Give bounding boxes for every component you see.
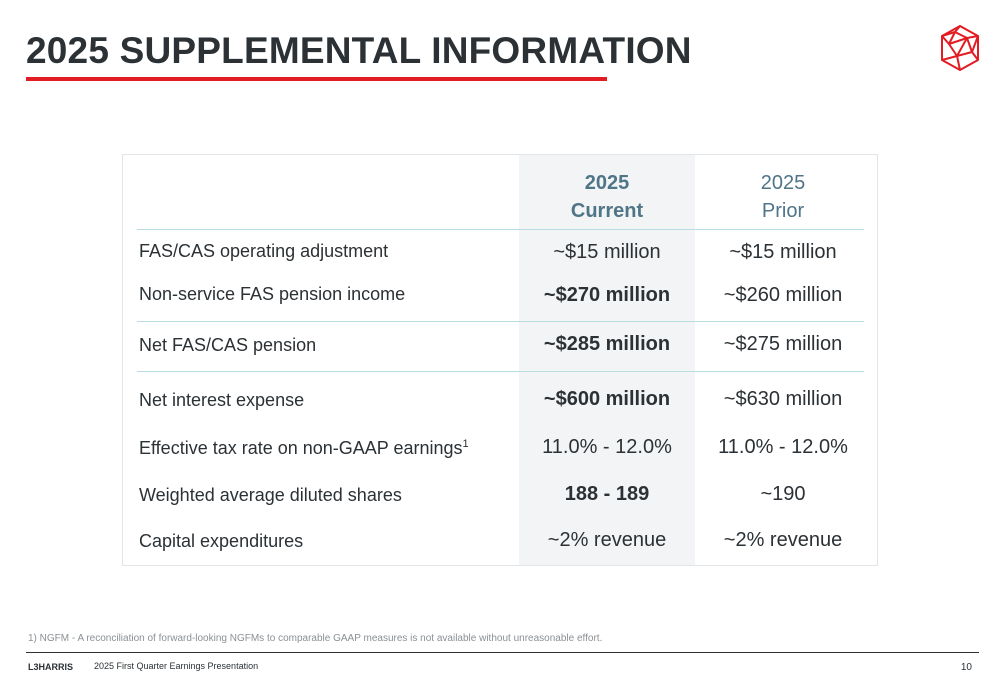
row-label: Capital expenditures xyxy=(139,531,304,551)
header-divider xyxy=(137,229,864,230)
row-label: Net FAS/CAS pension xyxy=(139,335,317,355)
current-value: ~$270 million xyxy=(543,284,671,306)
prior-value: ~190 xyxy=(760,483,806,505)
row-divider xyxy=(137,321,864,322)
row-divider xyxy=(137,371,864,372)
prior-value: ~$260 million xyxy=(723,284,843,306)
brand-name: L3HARRIS xyxy=(28,662,74,672)
presentation-name: 2025 First Quarter Earnings Presentation xyxy=(94,661,259,671)
column-header-current: 2025 Current xyxy=(570,172,644,222)
geodesic-sphere-icon xyxy=(941,25,979,71)
row-label: Net interest expense xyxy=(139,390,305,410)
prior-value: ~$630 million xyxy=(723,388,843,410)
guidance-table: 2025 Current 2025 Prior FAS/CAS operatin… xyxy=(122,154,878,566)
column-header-prior: 2025 Prior xyxy=(760,172,806,222)
row-label: Non-service FAS pension income xyxy=(139,284,406,304)
title-underline xyxy=(26,77,607,81)
prior-value: 11.0% - 12.0% xyxy=(718,436,848,458)
footnote: 1) NGFM - A reconciliation of forward-lo… xyxy=(28,633,603,644)
current-value: 188 - 189 xyxy=(564,483,650,505)
footer-divider xyxy=(26,652,979,653)
page-number: 10 xyxy=(960,662,972,673)
row-label: Effective tax rate on non-GAAP earnings1 xyxy=(139,438,469,458)
current-value: ~$285 million xyxy=(543,333,671,355)
current-value: ~2% revenue xyxy=(547,529,667,551)
row-label: Weighted average diluted shares xyxy=(139,485,402,505)
footnote-marker: 1 xyxy=(462,438,469,450)
prior-value: ~$15 million xyxy=(729,241,837,263)
prior-value: ~$275 million xyxy=(723,333,843,355)
row-label: FAS/CAS operating adjustment xyxy=(139,241,389,261)
current-value: ~$15 million xyxy=(553,241,661,263)
current-value: ~$600 million xyxy=(543,388,671,410)
current-value: 11.0% - 12.0% xyxy=(542,436,672,458)
page-title: 2025 SUPPLEMENTAL INFORMATION xyxy=(26,30,692,71)
current-column-highlight xyxy=(519,155,695,565)
prior-value: ~2% revenue xyxy=(723,529,843,551)
